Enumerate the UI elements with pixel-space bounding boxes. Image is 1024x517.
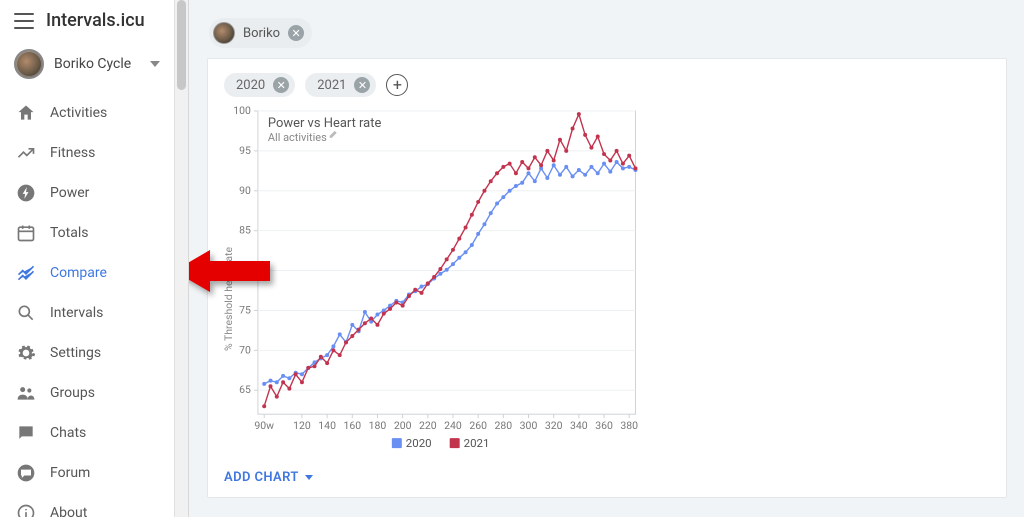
search-icon [16,303,36,323]
sidebar-item-label: Chats [50,425,86,441]
sidebar-item-chats[interactable]: Chats [0,413,174,453]
svg-text:240: 240 [444,419,462,432]
forum-icon [16,463,36,483]
svg-text:380: 380 [620,419,638,432]
year-chip-2020[interactable]: 2020 ✕ [224,73,295,97]
svg-text:95: 95 [239,144,251,157]
year-chip-label: 2020 [236,78,265,93]
svg-text:140: 140 [318,419,336,432]
svg-text:340: 340 [570,419,588,432]
svg-text:80: 80 [239,264,251,277]
year-chip-label: 2021 [317,78,346,93]
close-icon[interactable]: ✕ [354,77,370,93]
svg-text:Power vs Heart rate: Power vs Heart rate [268,116,382,131]
sidebar: Intervals.icu Boriko Cycle Activities Fit… [0,0,175,517]
sidebar-item-label: Intervals [50,305,103,321]
sidebar-nav: Activities Fitness Power Totals Compare Inter… [0,89,174,517]
compare-icon [16,263,36,283]
chat-icon [16,423,36,443]
svg-text:280: 280 [495,419,513,432]
svg-text:% Threshold heart rate: % Threshold heart rate [224,246,235,351]
svg-text:2021: 2021 [464,436,490,450]
sidebar-item-label: Compare [50,265,107,281]
sidebar-item-activities[interactable]: Activities [0,93,174,133]
sidebar-item-label: Power [50,185,89,201]
trend-icon [16,143,36,163]
menu-icon[interactable] [14,13,34,29]
svg-text:90: 90 [239,184,251,197]
scrollbar[interactable] [175,0,189,517]
app-title: Intervals.icu [46,10,145,31]
chart-wrap: 65 70 75 80 85 90 95 100 90w 120 140 160 180 200 220 24… [224,101,990,464]
add-year-button[interactable]: + [386,74,408,96]
svg-text:65: 65 [239,383,251,396]
svg-text:260: 260 [469,419,487,432]
calendar-icon [16,223,36,243]
sidebar-item-label: Groups [50,385,95,401]
sidebar-item-label: Totals [50,225,89,241]
year-chip-2021[interactable]: 2021 ✕ [305,73,376,97]
add-chart-label: ADD CHART [224,470,299,485]
close-icon[interactable]: ✕ [273,77,289,93]
main: Boriko ✕ 2020 ✕ 2021 ✕ + 65 70 75 80 85 90 95 100 90… [189,0,1024,517]
sidebar-item-intervals[interactable]: Intervals [0,293,174,333]
add-chart-button[interactable]: ADD CHART [224,470,990,485]
svg-text:75: 75 [239,303,251,316]
svg-text:120: 120 [293,419,311,432]
gear-icon [16,343,36,363]
sidebar-item-label: Activities [50,105,107,121]
svg-text:85: 85 [239,224,251,237]
svg-text:All activities: All activities [268,131,327,144]
athlete-chip-label: Boriko [243,26,280,41]
year-chip-row: 2020 ✕ 2021 ✕ + [224,73,990,97]
compare-panel: 2020 ✕ 2021 ✕ + 65 70 75 80 85 90 95 100 90w 120 140 16… [207,58,1007,498]
profile-selector[interactable]: Boriko Cycle [0,43,174,89]
power-vs-hr-chart: 65 70 75 80 85 90 95 100 90w 120 140 160 180 200 220 24… [224,101,990,464]
svg-text:300: 300 [520,419,538,432]
athlete-chip[interactable]: Boriko ✕ [209,18,312,48]
profile-name: Boriko Cycle [54,56,140,72]
close-icon[interactable]: ✕ [288,25,304,41]
svg-text:70: 70 [239,343,251,356]
chevron-down-icon [150,61,160,67]
sidebar-item-power[interactable]: Power [0,173,174,213]
sidebar-header: Intervals.icu [0,0,174,43]
avatar [213,22,235,44]
chevron-down-icon [305,475,313,480]
athlete-chip-row: Boriko ✕ [207,18,1024,48]
bolt-icon [16,183,36,203]
sidebar-item-groups[interactable]: Groups [0,373,174,413]
svg-text:200: 200 [394,419,412,432]
svg-text:320: 320 [545,419,563,432]
sidebar-item-forum[interactable]: Forum [0,453,174,493]
sidebar-item-label: Forum [50,465,90,481]
sidebar-item-label: About [50,505,87,517]
sidebar-item-compare[interactable]: Compare [0,253,174,293]
sidebar-item-totals[interactable]: Totals [0,213,174,253]
svg-text:160: 160 [343,419,361,432]
sidebar-item-label: Fitness [50,145,95,161]
home-icon [16,103,36,123]
svg-text:220: 220 [419,419,437,432]
svg-text:90w: 90w [254,419,274,432]
sidebar-item-settings[interactable]: Settings [0,333,174,373]
svg-text:100: 100 [233,104,251,117]
info-icon [16,503,36,517]
avatar [14,49,44,79]
svg-text:180: 180 [369,419,387,432]
sidebar-item-label: Settings [50,345,101,361]
svg-text:2020: 2020 [406,436,432,450]
sidebar-item-fitness[interactable]: Fitness [0,133,174,173]
svg-text:360: 360 [595,419,613,432]
sidebar-item-about[interactable]: About [0,493,174,517]
people-icon [16,383,36,403]
